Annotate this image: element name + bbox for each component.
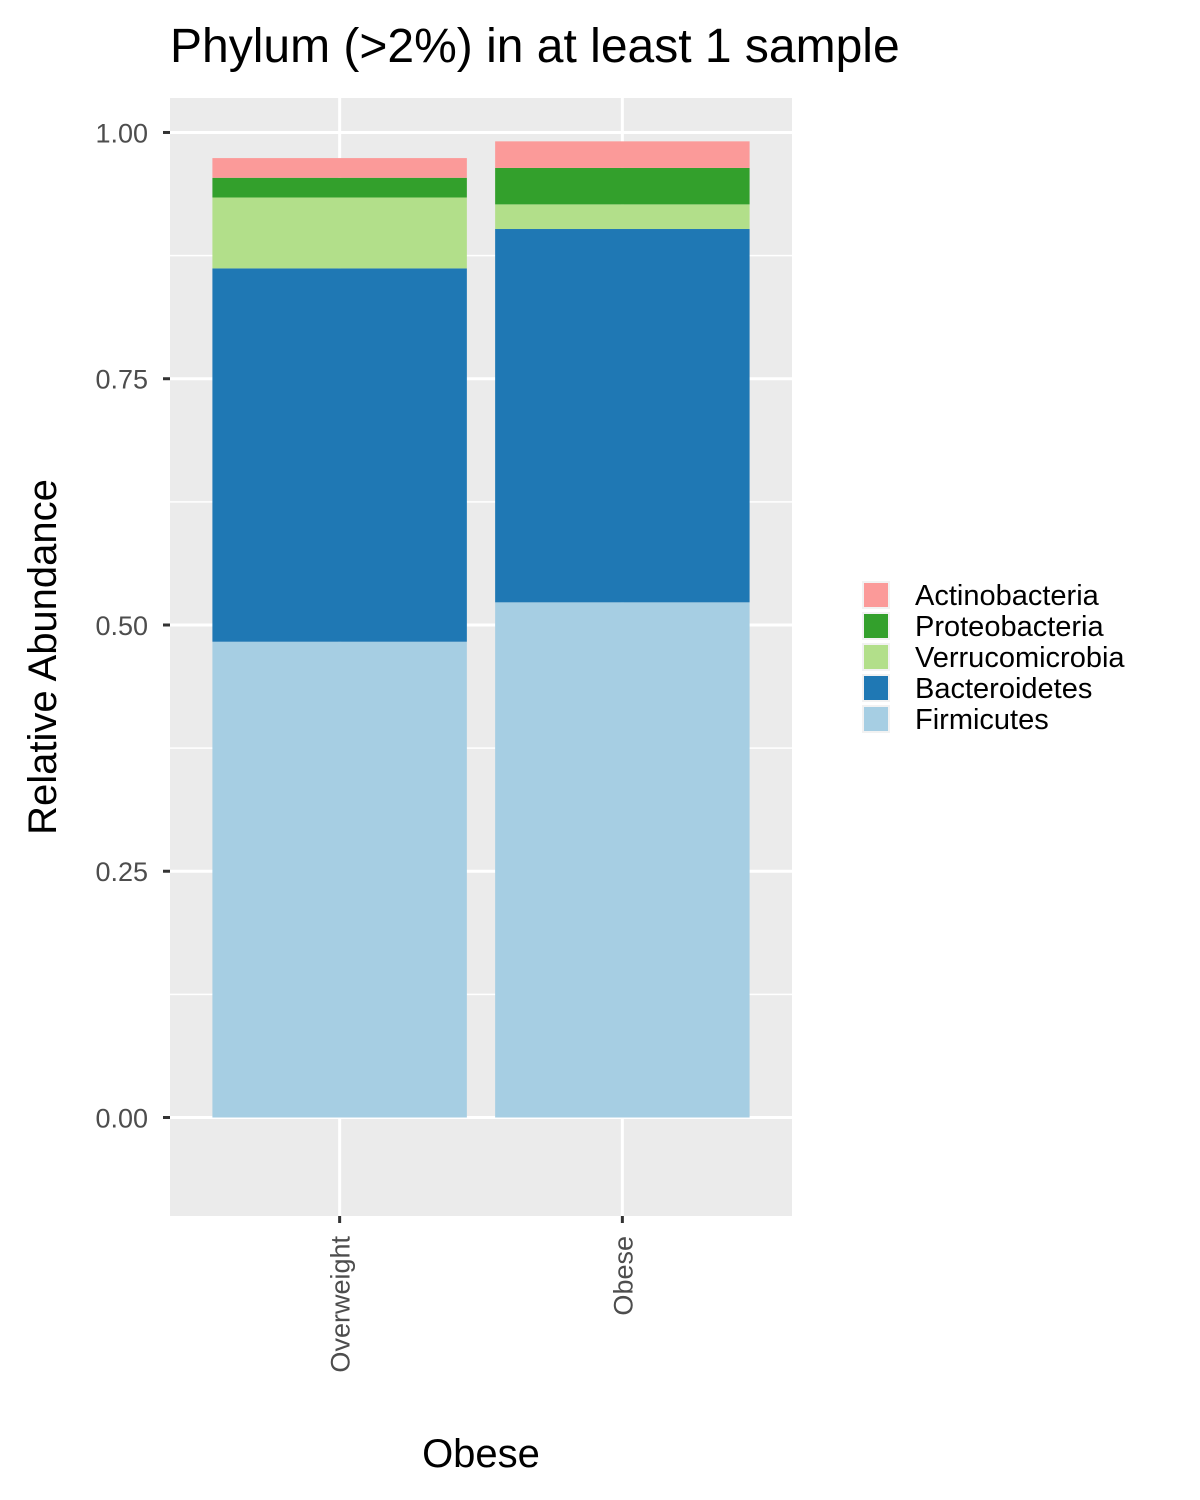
legend-label: Verrucomicrobia	[915, 642, 1125, 674]
legend: ActinobacteriaProteobacteriaVerrucomicro…	[862, 580, 1125, 736]
bars	[212, 141, 750, 1118]
bar-segment-bacteroidetes	[495, 229, 750, 603]
bar-segment-verrucomicrobia	[212, 197, 467, 269]
legend-swatch	[864, 645, 888, 669]
y-tick-label: 0.25	[95, 857, 148, 887]
x-axis-title: Obese	[422, 1432, 540, 1476]
legend-label: Bacteroidetes	[915, 673, 1092, 705]
y-tick-label: 0.50	[95, 611, 148, 641]
bar-segment-actinobacteria	[495, 141, 750, 168]
y-tick-label: 0.75	[95, 365, 148, 395]
x-tick-label: Overweight	[326, 1236, 356, 1373]
legend-label: Proteobacteria	[915, 611, 1104, 643]
bar-segment-firmicutes	[212, 641, 467, 1118]
y-axis-title: Relative Abundance	[21, 479, 65, 835]
chart-title: Phylum (>2%) in at least 1 sample	[170, 20, 900, 73]
bar-segment-proteobacteria	[495, 167, 750, 205]
bar-segment-bacteroidetes	[212, 268, 467, 642]
y-tick-label: 1.00	[95, 118, 148, 148]
legend-swatch	[864, 676, 888, 700]
legend-swatch	[864, 707, 888, 731]
bar-segment-verrucomicrobia	[495, 204, 750, 230]
y-tick-label: 0.00	[95, 1103, 148, 1133]
bar-segment-proteobacteria	[212, 177, 467, 198]
legend-swatch	[864, 614, 888, 638]
bar-segment-actinobacteria	[212, 158, 467, 178]
legend-swatch	[864, 583, 888, 607]
legend-label: Firmicutes	[915, 704, 1049, 736]
legend-label: Actinobacteria	[915, 580, 1100, 612]
bar-segment-firmicutes	[495, 602, 750, 1118]
axes: 0.00 0.25 0.50 0.75 1.00 Overweight Obese	[95, 118, 638, 1372]
x-tick-label: Obese	[608, 1236, 638, 1316]
